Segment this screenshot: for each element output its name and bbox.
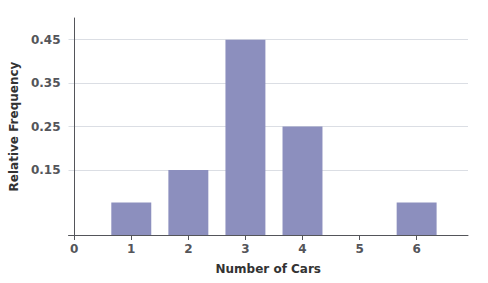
svg-text:1: 1	[127, 242, 135, 256]
svg-text:0.45: 0.45	[31, 33, 61, 47]
svg-text:0.15: 0.15	[31, 163, 61, 177]
svg-text:5: 5	[355, 242, 363, 256]
svg-text:Relative Frequency: Relative Frequency	[7, 61, 21, 191]
svg-text:0: 0	[70, 242, 78, 256]
svg-text:4: 4	[298, 242, 306, 256]
svg-text:Number of Cars: Number of Cars	[215, 262, 321, 276]
svg-text:3: 3	[241, 242, 249, 256]
svg-text:0.25: 0.25	[31, 120, 61, 134]
svg-text:6: 6	[412, 242, 420, 256]
svg-text:0.35: 0.35	[31, 76, 61, 90]
svg-text:2: 2	[184, 242, 192, 256]
